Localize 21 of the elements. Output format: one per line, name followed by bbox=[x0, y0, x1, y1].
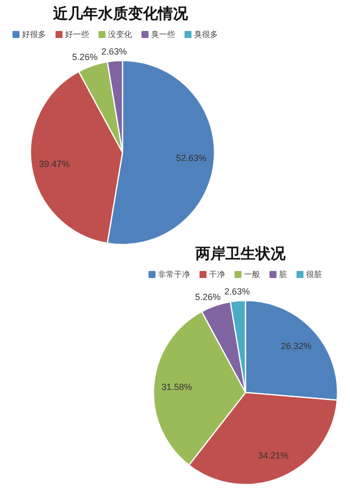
legend-label: 没变化 bbox=[108, 30, 132, 39]
data-label: 39.47% bbox=[39, 158, 70, 169]
legend-label: 非常干净 bbox=[158, 270, 190, 279]
chart-title: 两岸卫生状况 bbox=[194, 246, 286, 262]
data-label: 2.63% bbox=[224, 286, 250, 297]
data-label: 2.63% bbox=[101, 46, 127, 57]
legend-label: 干净 bbox=[209, 270, 225, 279]
data-label: 34.21% bbox=[258, 450, 288, 461]
data-label: 31.58% bbox=[161, 382, 192, 392]
legend-label: 好很多 bbox=[22, 30, 46, 39]
legend-label: 好一些 bbox=[65, 30, 89, 39]
data-label: 5.26% bbox=[195, 292, 221, 302]
legend-label: 很脏 bbox=[306, 270, 322, 279]
data-label: 52.63% bbox=[176, 153, 207, 164]
legend-label: 臭很多 bbox=[194, 30, 218, 39]
legend-label: 一般 bbox=[244, 270, 260, 279]
chart-title: 近几年水质变化情况 bbox=[52, 4, 189, 22]
data-label: 5.26% bbox=[72, 52, 98, 62]
data-label: 26.32% bbox=[281, 340, 312, 351]
legend-label: 脏 bbox=[279, 270, 287, 279]
legend-label: 臭一些 bbox=[151, 30, 175, 39]
